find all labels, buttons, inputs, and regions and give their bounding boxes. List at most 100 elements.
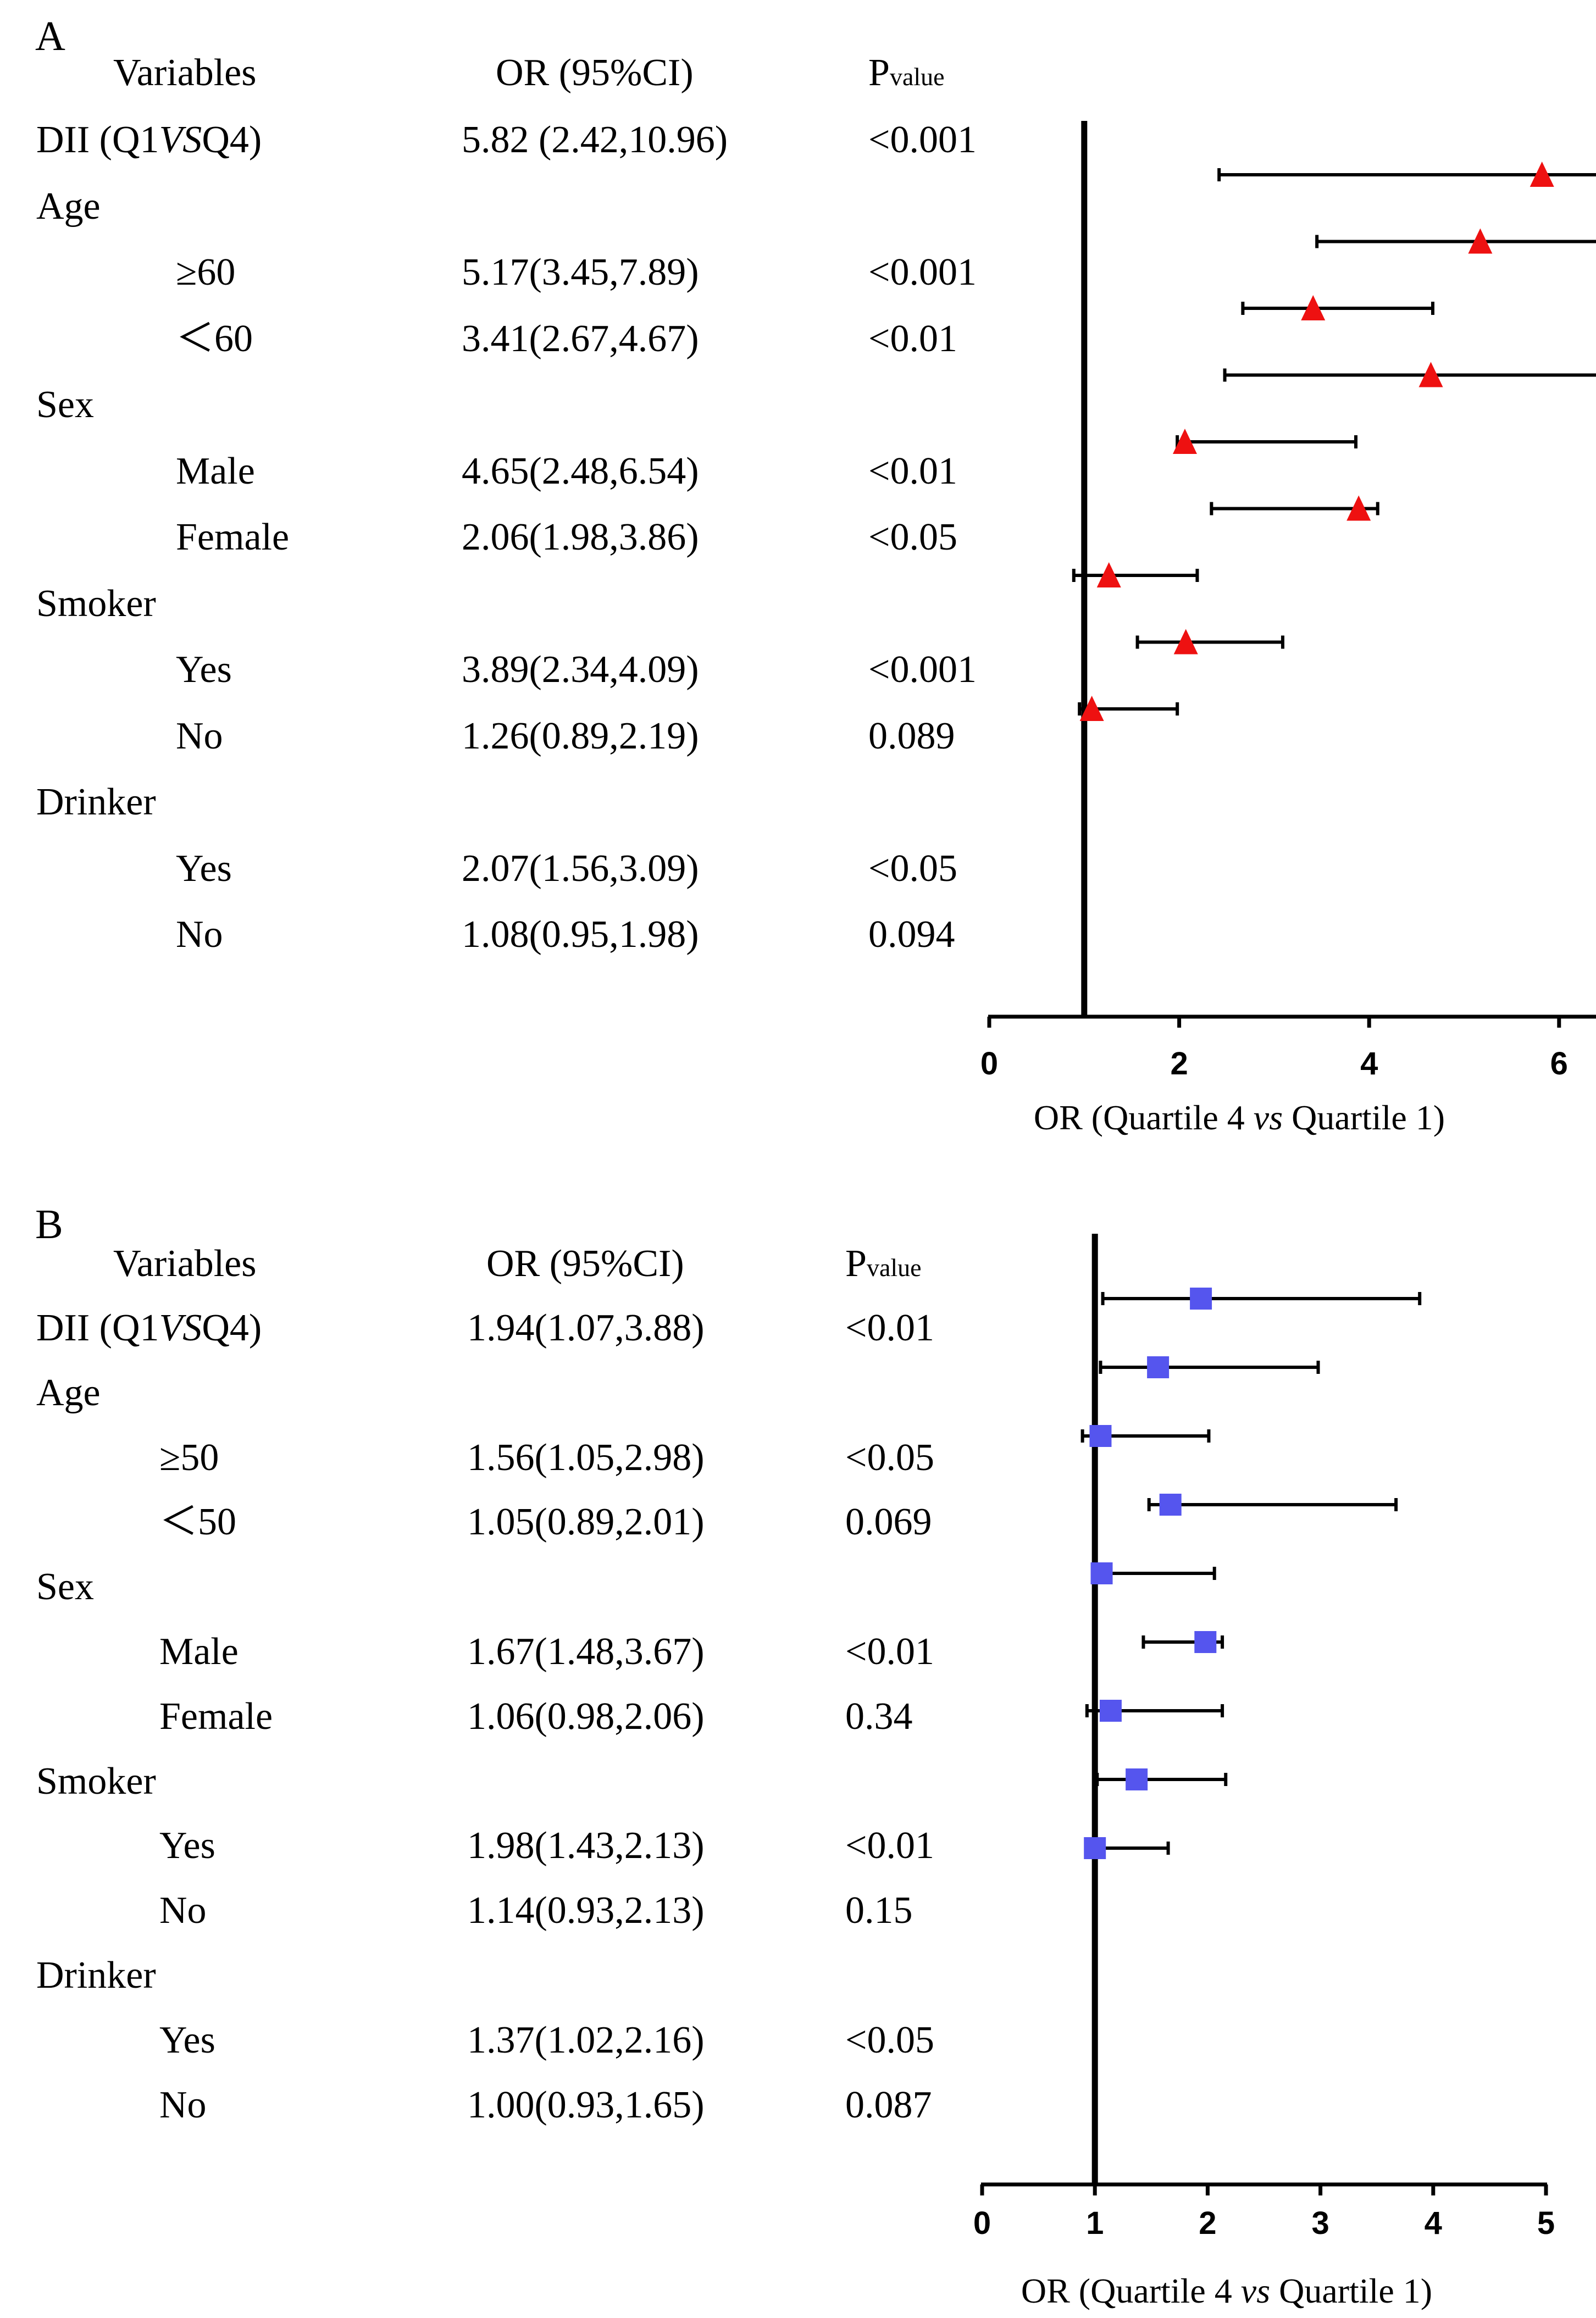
panel-a-row-or: 2.06(1.98,3.86) [462,516,699,558]
panel-b-row-label: Sex [36,1566,94,1609]
panel-b-row-p: <0.01 [845,1631,934,1673]
panel-b-row-label: Male [159,1631,239,1673]
panel-b-row-p: 0.34 [845,1695,913,1738]
panel-a-row-or: 1.08(0.95,1.98) [462,913,699,956]
panel-b-row-label: Age [36,1371,101,1414]
x-axis-label: OR (Quartile 4 vs Quartile 1) [1021,2271,1432,2310]
x-tick-label: 1 [1086,2205,1104,2241]
panel-a-row-or: 3.41(2.67,4.67) [462,317,699,360]
row-label-part: DII (Q1 [36,1307,159,1349]
panel-b-row-or: 1.06(0.98,2.06) [467,1695,705,1738]
panel-b-row-p: 0.15 [845,1889,913,1932]
panel-a-row-p: <0.05 [868,847,957,890]
or-marker [1173,629,1198,655]
panel-b-row-p: <0.01 [845,1307,934,1349]
panel-a-plot: 024681012OR (Quartile 4 vs Quartile 1) [980,121,1596,1137]
panel-a-row-or: 4.65(2.48,6.54) [462,450,699,492]
row-label-part: Q4) [202,119,262,161]
x-tick-label: 4 [1425,2205,1442,2241]
or-marker [1159,1494,1182,1516]
panel-a-row-p: <0.001 [868,119,977,161]
panel-a-row-label: No [176,714,223,757]
panel-a-row-p: <0.01 [868,450,957,492]
panel-a-row-label: Male [176,450,255,492]
panel-b-row-p: <0.05 [845,2018,934,2061]
panel-b-row-label: ＜50 [159,1501,236,1544]
or-marker [1172,429,1197,454]
x-tick-label: 3 [1311,2205,1329,2241]
panel-a-row-or: 1.26(0.89,2.19) [462,714,699,757]
or-marker [1194,1631,1217,1653]
panel-a-row-label: Drinker [36,781,156,823]
or-marker [1529,162,1554,187]
panel-a-row-label: Female [176,516,290,558]
or-marker [1126,1768,1148,1790]
row-label-part: DII (Q1 [36,119,159,161]
panel-a-row-label: ≥60 [176,251,236,293]
panel-b-row-or: 1.00(0.93,1.65) [467,2083,705,2126]
or-marker [1089,1425,1112,1447]
or-marker [1090,1562,1113,1584]
panel-b-row-label: ≥50 [159,1436,219,1479]
panel-b-row-label: Drinker [36,1954,156,1997]
or-marker [1468,228,1493,254]
panel-b-row-or: 1.98(1.43,2.13) [467,1825,705,1867]
panel-a-header-variables: Variables [113,52,257,94]
or-marker [1147,1356,1170,1378]
panel-b-row-or: 1.94(1.07,3.88) [467,1307,705,1349]
x-tick-label: 2 [1199,2205,1216,2241]
panel-a-letter: A [35,13,65,59]
panel-a-header-or: OR (95%CI) [496,52,694,94]
or-marker [1346,495,1371,521]
x-axis-label: OR (Quartile 4 vs Quartile 1) [1034,1098,1445,1137]
or-marker [1096,562,1121,587]
panel-a-row-or: 5.17(3.45,7.89) [462,251,699,293]
panel-b-row-p: 0.087 [845,2083,932,2126]
panel-b-header-variables: Variables [113,1243,257,1285]
panel-b-row-label: DII (Q1VSQ4) [36,1309,262,1347]
panel-b-row-p: 0.069 [845,1501,932,1544]
panel-a-header-p: Pvalue [868,54,945,92]
panel-a-row-p: <0.01 [868,317,957,360]
or-marker [1099,1700,1122,1722]
x-tick-label: 2 [1170,1046,1188,1082]
panel-a-row-or: 5.82 (2.42,10.96) [462,119,728,161]
panel-a-row-label: Sex [36,384,94,426]
panel-a-row-label: ＜60 [176,317,253,360]
panel-a-row-or: 2.07(1.56,3.09) [462,847,699,890]
panel-a-row-label: DII (Q1VSQ4) [36,121,262,159]
or-marker [1079,696,1104,721]
panel-a-row-p: <0.001 [868,251,977,293]
or-marker [1084,1837,1106,1859]
panel-a-row-label: Yes [176,648,232,691]
panel-a-row-label: No [176,913,223,956]
or-marker [1418,362,1443,387]
panel-b-row-or: 1.05(0.89,2.01) [467,1501,705,1544]
panel-a-row-label: Smoker [36,582,156,625]
panel-b-header-or: OR (95%CI) [486,1243,684,1285]
panel-a-row-or: 3.89(2.34,4.09) [462,648,699,691]
panel-a-row-label: Yes [176,847,232,890]
panel-a-row-p: 0.089 [868,714,955,757]
row-label-italic: VS [159,1307,202,1349]
panel-a-row-p: 0.094 [868,913,955,956]
row-label-italic: VS [159,119,202,161]
panel-b-letter: B [35,1201,63,1247]
x-tick-label: 5 [1537,2205,1555,2241]
or-marker [1301,295,1326,320]
or-marker [1190,1288,1212,1310]
x-tick-label: 4 [1360,1046,1378,1082]
panel-b-row-or: 1.56(1.05,2.98) [467,1436,705,1479]
x-tick-label: 6 [1550,1046,1568,1082]
panel-b-row-label: Yes [159,2018,215,2061]
panel-a-header-p-sub: value [889,63,945,91]
panel-b-row-or: 1.67(1.48,3.67) [467,1631,705,1673]
panel-a-row-label: Age [36,185,101,228]
panel-a-header-p-main: P [868,52,890,94]
panel-b-row-label: Yes [159,1825,215,1867]
panel-a-row-p: <0.05 [868,516,957,558]
panel-b-header-p-main: P [845,1243,867,1285]
x-tick-label: 0 [973,2205,991,2241]
